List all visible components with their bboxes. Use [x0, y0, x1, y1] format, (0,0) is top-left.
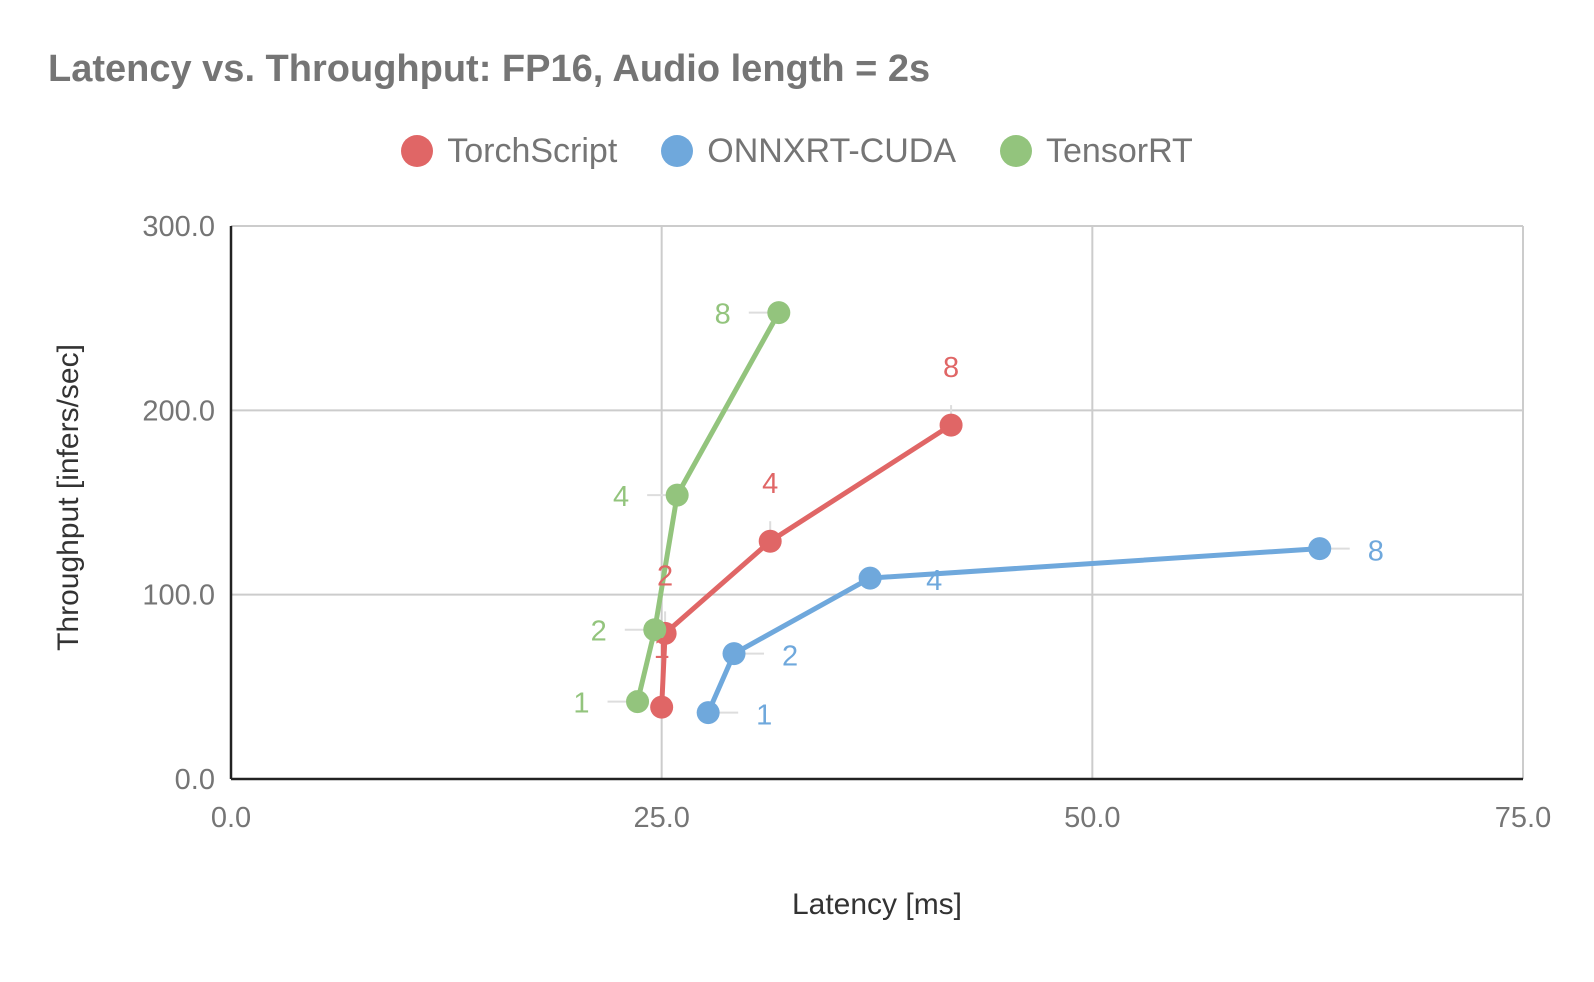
data-label: 2 — [782, 641, 798, 673]
series-line — [635, 310, 782, 705]
data-label: 8 — [1368, 536, 1384, 568]
x-tick-label: 75.0 — [1495, 802, 1551, 834]
legend-label: ONNXRT-CUDA — [707, 131, 957, 170]
data-label: 2 — [657, 560, 673, 592]
series-line — [659, 422, 954, 710]
data-label: 4 — [613, 481, 629, 513]
data-point — [858, 566, 882, 590]
series-line — [705, 546, 1323, 716]
data-label: 8 — [715, 299, 731, 331]
legend-swatch — [661, 135, 694, 167]
legend-item: ONNXRT-CUDA — [661, 132, 956, 171]
legend-item: TensorRT — [1000, 132, 1193, 171]
legend-swatch — [1000, 135, 1033, 167]
data-point — [722, 642, 746, 666]
legend-swatch — [401, 135, 434, 167]
data-point — [758, 529, 782, 553]
y-tick-label: 0.0 — [175, 764, 215, 796]
legend-item: TorchScript — [401, 132, 617, 171]
y-tick-label: 200.0 — [142, 395, 215, 427]
legend-label: TensorRT — [1046, 131, 1193, 170]
data-point — [767, 301, 791, 325]
data-point — [665, 483, 689, 507]
data-point — [696, 701, 720, 725]
data-label: 2 — [591, 616, 607, 648]
y-axis-title: Throughput [infers/sec] — [52, 344, 85, 651]
y-tick-label: 100.0 — [142, 580, 215, 612]
data-point — [626, 690, 650, 714]
x-tick-label: 0.0 — [211, 802, 251, 834]
x-tick-label: 25.0 — [633, 802, 689, 834]
data-label: 1 — [756, 700, 772, 732]
data-label: 1 — [654, 633, 670, 665]
data-label: 8 — [943, 352, 959, 384]
data-point — [643, 618, 667, 642]
legend-label: TorchScript — [447, 131, 618, 170]
x-axis-title: Latency [ms] — [792, 888, 962, 921]
x-tick-label: 50.0 — [1064, 802, 1120, 834]
data-label: 1 — [573, 688, 589, 720]
legend: TorchScript ONNXRT-CUDA TensorRT — [0, 128, 1594, 174]
data-label: 4 — [762, 468, 778, 500]
data-point — [1308, 537, 1332, 561]
data-point — [650, 695, 674, 719]
data-label: 4 — [926, 565, 942, 597]
chart-title: Latency vs. Throughput: FP16, Audio leng… — [48, 48, 931, 90]
data-point — [939, 413, 963, 437]
y-tick-label: 300.0 — [142, 211, 215, 243]
